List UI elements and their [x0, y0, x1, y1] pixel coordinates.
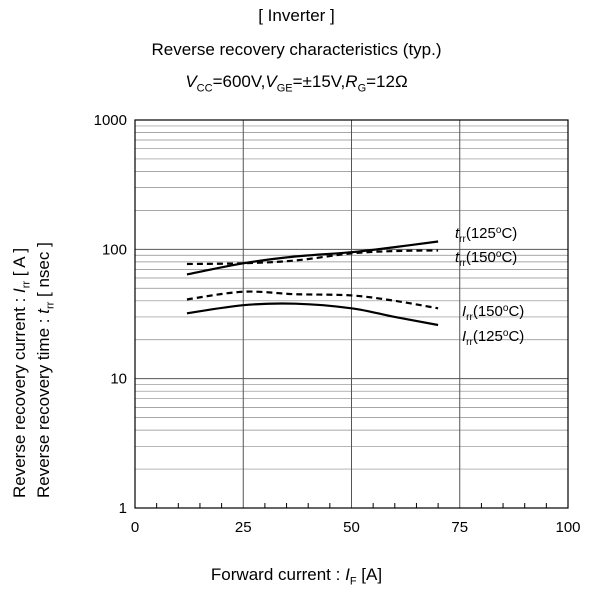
x-axis-label-text: Forward current :: [210, 565, 346, 584]
x-axis-label-sub: F: [349, 575, 357, 588]
plot-border: [134, 119, 569, 509]
series-label-0: trr(125oC): [455, 225, 517, 245]
rg-value: =12Ω: [366, 72, 408, 91]
y-tick-label: 10: [110, 371, 127, 388]
vcc-sub: CC: [196, 82, 213, 95]
chart-title-inverter: [ Inverter ]: [258, 6, 335, 25]
series-lines: [186, 240, 439, 327]
chart-title: Reverse recovery characteristics (typ.): [151, 40, 442, 59]
x-tick-label: 25: [235, 519, 252, 536]
vge-sub: GE: [276, 82, 293, 95]
y-tick-label: 1000: [94, 112, 127, 129]
plot-frame: [134, 119, 569, 509]
rg-symbol: R: [345, 72, 358, 91]
grid-lines: [134, 119, 569, 509]
series-line-1: [186, 249, 439, 266]
x-tick-label: 0: [131, 519, 139, 536]
y-tick-label: 100: [102, 241, 127, 258]
series-label-1: trr(150oC): [455, 249, 517, 269]
chart-title-row: Reverse recovery characteristics (typ.): [0, 40, 593, 60]
series-labels: trr(125oC) trr(150oC) Irr(150oC) Irr(125oC): [455, 225, 524, 348]
vge-value: =±15V,: [292, 72, 346, 91]
series-line-3: [186, 302, 439, 327]
x-axis-label-unit: [A]: [356, 565, 383, 584]
series-label-3: Irr(125oC): [462, 328, 524, 348]
rg-sub: G: [357, 82, 367, 95]
x-axis-label: Forward current : IF [A]: [0, 565, 593, 587]
chart-title-section: [ Inverter ]: [0, 6, 593, 26]
x-tick-label: 50: [343, 519, 360, 536]
vcc-value: =600V,: [212, 72, 266, 91]
vcc-symbol: V: [185, 72, 197, 91]
series-line-2: [186, 290, 439, 310]
vge-symbol: V: [265, 72, 277, 91]
x-axis-label-symbol: I: [345, 565, 350, 584]
y-tick-label: 1: [119, 500, 127, 517]
x-tick-label: 75: [451, 519, 468, 536]
x-tick-label: 100: [555, 519, 580, 536]
tick-labels: 0 25 50 75 100 1 10 100 1000: [94, 112, 581, 536]
series-label-2: Irr(150oC): [462, 303, 524, 323]
chart-conditions: VCC=600V,VGE=±15V,RG=12Ω: [0, 72, 593, 94]
